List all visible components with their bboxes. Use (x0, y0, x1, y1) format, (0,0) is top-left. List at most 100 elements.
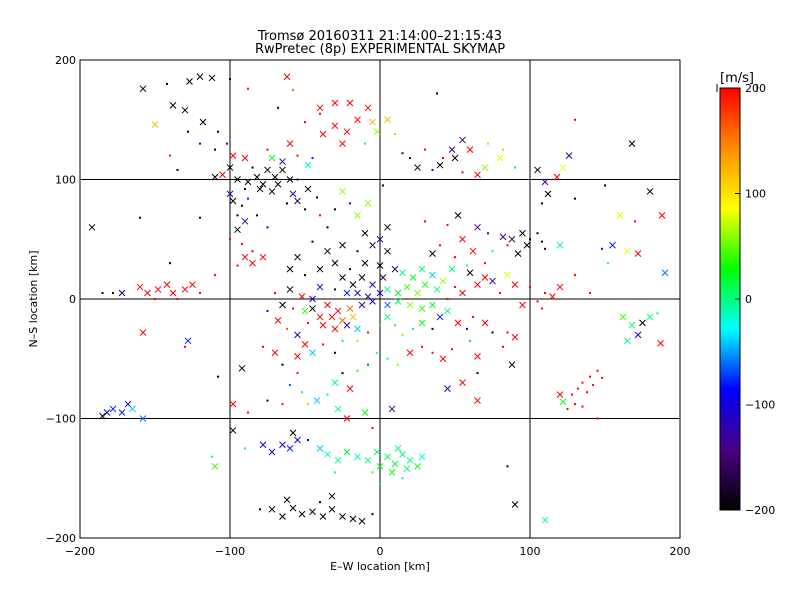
data-point-cross (466, 269, 474, 277)
data-point-cross (334, 456, 342, 464)
data-point-dot (401, 152, 404, 155)
data-point-cross (474, 353, 481, 360)
data-point-dot (286, 327, 288, 330)
data-point-dot (656, 312, 659, 315)
data-point-cross (646, 313, 654, 321)
x-tick-label: 100 (520, 545, 541, 558)
data-point-cross (279, 158, 286, 165)
data-point-dot (226, 142, 228, 145)
data-point-dot (541, 240, 543, 243)
data-point-cross (394, 445, 402, 452)
data-point-cross (429, 271, 436, 279)
data-point-cross (354, 116, 361, 124)
data-point-cross (289, 429, 297, 437)
data-point-cross (399, 450, 406, 458)
colorbar-tick-label: 0 (745, 293, 752, 306)
data-point-dot (334, 208, 336, 211)
data-point-cross (328, 492, 336, 500)
data-point-cross (364, 200, 372, 207)
data-point-dot (281, 403, 284, 406)
data-point-dot (281, 363, 284, 366)
data-point-cross (448, 146, 456, 153)
data-point-cross (459, 379, 466, 387)
data-point-cross (331, 325, 339, 333)
data-point-cross (279, 513, 286, 520)
data-point-dot (199, 216, 201, 219)
data-point-cross (553, 173, 561, 181)
data-point-dot (277, 106, 279, 109)
data-point-cross (474, 281, 481, 289)
data-point-dot (247, 411, 249, 414)
data-point-dot (446, 223, 449, 226)
data-point-cross (343, 448, 351, 456)
y-tick-label: −100 (46, 413, 76, 426)
data-point-dot (472, 315, 474, 318)
data-point-dot (454, 256, 456, 259)
data-point-cross (109, 405, 117, 413)
data-point-dot (349, 202, 351, 205)
data-point-dot (634, 220, 636, 223)
data-point-cross (361, 229, 369, 237)
data-point-dot (589, 375, 591, 378)
data-point-dot (112, 292, 114, 295)
y-tick-label: −200 (46, 532, 76, 545)
data-point-cross (319, 513, 327, 520)
data-point-cross (658, 211, 666, 219)
data-point-cross (343, 289, 351, 297)
data-point-cross (346, 305, 354, 312)
data-point-dot (341, 339, 344, 342)
data-point-cross (259, 180, 267, 188)
data-point-dot (286, 202, 288, 205)
chart-subtitle: RwPretec (8p) EXPERIMENTAL SKYMAP (255, 42, 505, 57)
data-point-dot (244, 188, 246, 191)
data-point-dot (184, 345, 186, 348)
data-point-cross (304, 185, 312, 193)
data-point-cross (286, 445, 294, 452)
data-point-cross (433, 286, 441, 293)
data-point-cross (343, 321, 351, 329)
data-point-cross (144, 289, 151, 297)
data-point-cross (331, 122, 339, 130)
data-point-dot (604, 184, 606, 187)
data-point-dot (334, 471, 336, 474)
data-point-cross (523, 241, 531, 249)
data-point-dot (596, 369, 599, 372)
data-point-cross (634, 250, 642, 257)
data-point-dot (376, 351, 378, 354)
grid (80, 60, 680, 538)
data-point-cross (316, 445, 324, 452)
data-point-cross (298, 510, 306, 518)
data-point-dot (256, 214, 258, 217)
y-axis-label: N–S location [km] (27, 250, 40, 347)
data-point-dot (311, 240, 314, 243)
data-point-cross (129, 405, 136, 413)
data-point-dot (502, 148, 504, 151)
data-point-cross (481, 319, 489, 327)
data-point-dot (514, 166, 516, 169)
data-point-cross (361, 409, 369, 416)
data-point-cross (508, 235, 516, 243)
data-point-dot (394, 133, 396, 136)
data-point-cross (268, 448, 276, 456)
data-point-cross (403, 283, 411, 291)
data-point-cross (324, 247, 331, 255)
data-point-cross (259, 253, 267, 261)
data-point-cross (448, 265, 456, 273)
data-point-dot (371, 513, 374, 516)
data-point-cross (451, 154, 459, 162)
data-point-cross (139, 415, 147, 422)
data-point-dot (581, 381, 584, 384)
data-point-cross (234, 226, 241, 234)
data-point-dot (304, 274, 306, 277)
data-point-cross (556, 241, 564, 249)
data-point-dot (316, 196, 318, 199)
data-point-dot (367, 363, 369, 366)
data-point-cross (619, 313, 627, 321)
data-point-cross (534, 166, 541, 174)
data-point-cross (429, 301, 436, 309)
data-point-cross (349, 281, 357, 289)
data-point-cross (406, 349, 414, 357)
data-point-dot (292, 307, 294, 310)
data-point-cross (339, 241, 346, 249)
data-point-dot (236, 264, 239, 267)
